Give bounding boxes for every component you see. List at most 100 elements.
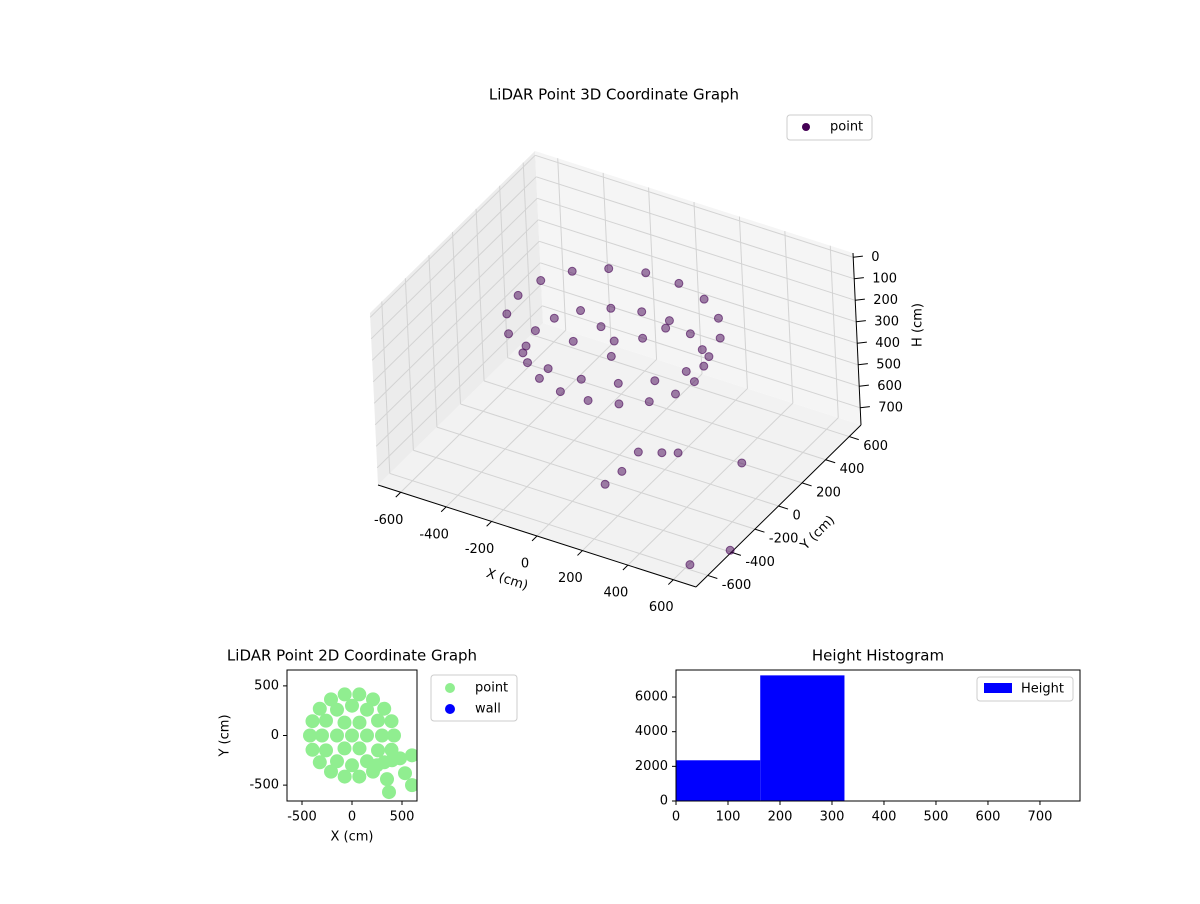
z-tick-label: 100 xyxy=(872,271,897,286)
point xyxy=(615,400,623,408)
legend-label: Height xyxy=(1021,682,1064,697)
point xyxy=(607,352,615,360)
legend-label: point xyxy=(830,120,863,135)
point xyxy=(614,379,622,387)
y-tick-label: 600 xyxy=(863,439,888,454)
point xyxy=(610,337,618,345)
point xyxy=(714,314,722,322)
tick-mark xyxy=(668,580,673,585)
z-tick-label: 600 xyxy=(877,379,902,394)
point xyxy=(371,714,385,728)
y-tick-label: 4000 xyxy=(635,724,668,739)
point xyxy=(330,703,344,717)
x-tick-label: 400 xyxy=(603,586,628,601)
point xyxy=(345,758,359,772)
point xyxy=(662,324,670,332)
x-tick-label: 0 xyxy=(672,810,680,825)
y-tick-label: 400 xyxy=(840,462,865,477)
bar xyxy=(760,675,844,801)
point xyxy=(319,714,333,728)
point xyxy=(375,729,389,743)
y-tick-label: 0 xyxy=(271,728,279,743)
legend-marker xyxy=(802,123,810,131)
legend-marker xyxy=(445,683,455,693)
point xyxy=(522,342,530,350)
tick-mark xyxy=(854,278,864,279)
point xyxy=(360,729,374,743)
tick-mark xyxy=(855,299,865,300)
point xyxy=(535,374,543,382)
tick-mark xyxy=(487,521,492,526)
x-tick-label: 0 xyxy=(348,810,356,825)
point xyxy=(642,269,650,277)
tick-mark xyxy=(708,575,718,578)
x-tick-label: 500 xyxy=(390,810,415,825)
point xyxy=(700,362,708,370)
tick-mark xyxy=(860,407,870,408)
point xyxy=(353,741,367,755)
x-tick-label: 200 xyxy=(768,810,793,825)
x-tick-label: 300 xyxy=(820,810,845,825)
y-tick-label: 2000 xyxy=(635,759,668,774)
point xyxy=(385,753,399,767)
point xyxy=(370,758,384,772)
point xyxy=(634,448,642,456)
point xyxy=(690,378,698,386)
point xyxy=(531,327,539,335)
legend-label: point xyxy=(475,681,508,696)
x-axis-label: X (cm) xyxy=(331,830,374,845)
point xyxy=(738,459,746,467)
chart-title: Height Histogram xyxy=(812,647,944,665)
point xyxy=(377,702,391,716)
point xyxy=(705,353,713,361)
y-tick-label: -600 xyxy=(722,578,752,593)
point xyxy=(605,265,613,273)
point xyxy=(550,314,558,322)
point xyxy=(577,307,585,315)
point xyxy=(313,702,327,716)
point xyxy=(700,295,708,303)
point xyxy=(380,772,394,786)
point xyxy=(330,729,344,743)
tick-mark xyxy=(849,437,859,440)
y-tick-label: -500 xyxy=(249,778,279,793)
point xyxy=(686,330,694,338)
y-tick-label: 200 xyxy=(816,485,841,500)
point xyxy=(330,754,344,768)
y-tick-label: 0 xyxy=(660,794,668,809)
point xyxy=(544,365,552,373)
z-tick-label: 500 xyxy=(876,357,901,372)
z-tick-label: 200 xyxy=(873,293,898,308)
point xyxy=(568,267,576,275)
point xyxy=(303,729,317,743)
chart-title: LiDAR Point 2D Coordinate Graph xyxy=(227,647,477,665)
point xyxy=(675,279,683,287)
y-tick-label: 500 xyxy=(254,678,279,693)
point xyxy=(360,703,374,717)
z-tick-label: 300 xyxy=(874,314,899,329)
legend-label: wall xyxy=(475,702,501,717)
point xyxy=(601,480,609,488)
x-tick-label: 200 xyxy=(558,571,583,586)
point xyxy=(665,317,673,325)
y-tick-label: 6000 xyxy=(635,690,668,705)
z-axis-label: H (cm) xyxy=(911,303,926,347)
z-tick-label: 700 xyxy=(878,400,903,415)
legend-marker xyxy=(445,704,455,714)
y-axis-label: Y (cm) xyxy=(218,714,233,757)
tick-mark xyxy=(441,507,446,512)
x-tick-label: 500 xyxy=(924,810,949,825)
point xyxy=(505,330,513,338)
point xyxy=(338,741,352,755)
tick-mark xyxy=(802,483,812,486)
point xyxy=(686,561,694,569)
point xyxy=(556,388,564,396)
point xyxy=(607,304,615,312)
tick-mark xyxy=(857,342,867,343)
point xyxy=(658,449,666,457)
x-tick-label: 700 xyxy=(1028,810,1053,825)
tick-mark xyxy=(858,364,868,365)
